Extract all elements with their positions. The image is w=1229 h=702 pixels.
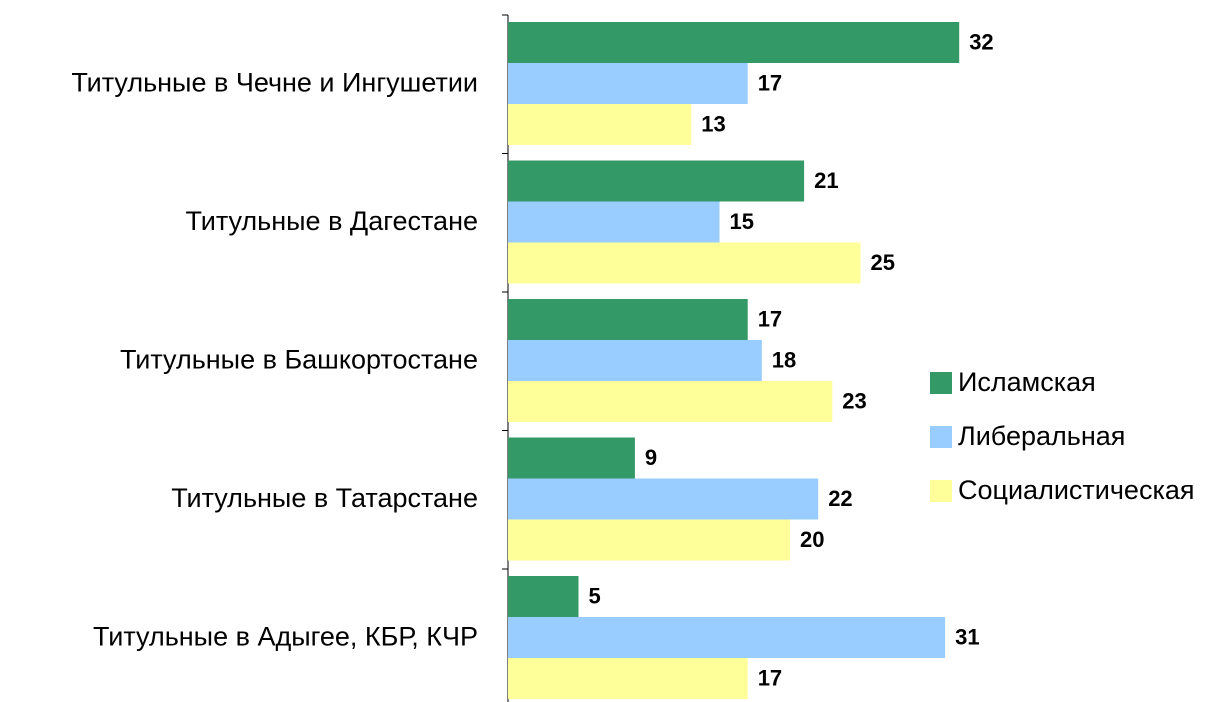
legend-label: Социалистическая <box>958 475 1195 505</box>
bar <box>508 299 748 340</box>
category-label: Титульные в Чечне и Ингушетии <box>71 67 478 97</box>
value-label: 17 <box>758 665 782 690</box>
bar <box>508 22 960 63</box>
value-label: 17 <box>758 306 782 331</box>
value-label: 31 <box>955 624 979 649</box>
bar <box>508 576 579 617</box>
legend-swatch <box>930 480 952 502</box>
value-label: 17 <box>758 70 782 95</box>
bar <box>508 340 762 381</box>
legend-swatch <box>930 372 952 394</box>
value-label: 21 <box>814 168 838 193</box>
value-label: 18 <box>772 347 796 372</box>
value-label: 25 <box>871 250 895 275</box>
bar <box>508 381 833 422</box>
value-label: 9 <box>645 445 657 470</box>
bar <box>508 658 748 699</box>
bar <box>508 437 635 479</box>
category-label: Титульные в Адыгее, КБР, КЧР <box>93 621 478 651</box>
bar <box>508 104 692 145</box>
bar <box>508 63 748 104</box>
value-label: 5 <box>589 583 601 608</box>
value-label: 13 <box>701 111 725 136</box>
value-label: 32 <box>969 29 993 54</box>
bar <box>508 242 861 284</box>
category-label: Титульные в Дагестане <box>185 206 478 236</box>
legend-swatch <box>930 426 952 448</box>
bar <box>508 478 819 520</box>
legend-label: Исламская <box>958 367 1096 397</box>
category-label: Титульные в Башкортостане <box>120 344 478 374</box>
value-label: 20 <box>800 527 824 552</box>
bar <box>508 617 946 658</box>
bar <box>508 201 720 243</box>
value-label: 23 <box>842 388 866 413</box>
value-label: 22 <box>828 486 852 511</box>
bar <box>508 160 805 202</box>
legend-label: Либеральная <box>958 421 1125 451</box>
bar <box>508 519 790 561</box>
category-label: Титульные в Татарстане <box>171 483 478 513</box>
value-label: 15 <box>730 209 754 234</box>
